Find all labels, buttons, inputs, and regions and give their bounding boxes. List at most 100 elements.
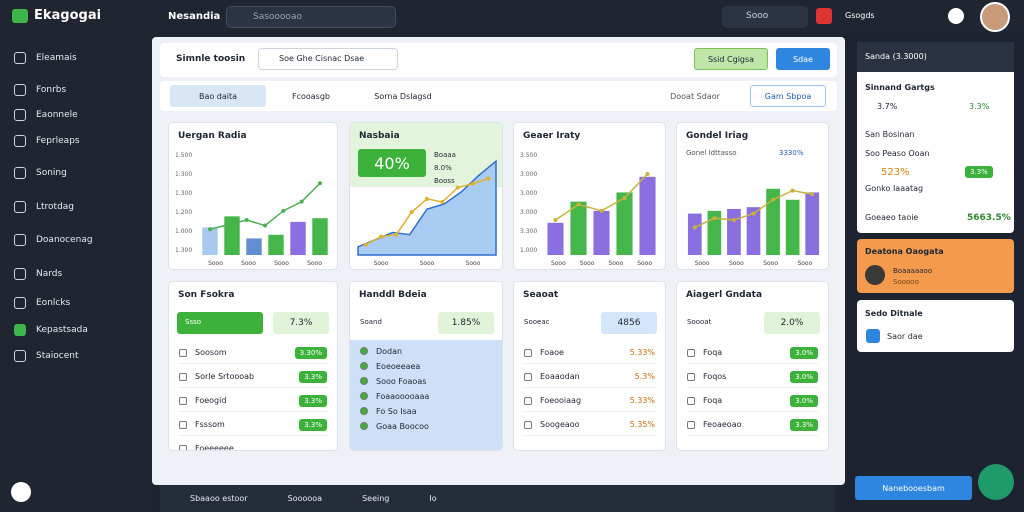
logo: Ekagogai [34, 8, 102, 23]
nav-label: Fonrbs [36, 85, 67, 95]
row-label: Eoaaodan [540, 372, 580, 381]
axis-label: 3.500 [520, 152, 537, 159]
list-card: Aiagerl Gndata Soooat 2.0% Foqa 3.0% Foqos 3.0… [676, 281, 829, 451]
row-value: 3.3% [790, 418, 818, 431]
bottom-item[interactable]: Seeing [362, 494, 390, 503]
nav-label: Ltrotdag [36, 202, 75, 212]
nav-item[interactable]: Ltrotdag [14, 201, 74, 213]
nav-item[interactable]: Eaonnele [14, 109, 78, 121]
list-row[interactable]: Fsssom 3.3% [179, 414, 327, 436]
row-value: 5.3% [634, 372, 655, 381]
list-row[interactable]: Fo So Isaa [360, 404, 492, 418]
blue-button[interactable]: Sdae [776, 48, 830, 70]
row-label: Fsssom [195, 420, 225, 429]
panel-row: San Bosinan [865, 130, 915, 139]
green-button[interactable]: Ssid Cgigsa [694, 48, 768, 70]
list-row[interactable]: Dodan [360, 344, 492, 358]
tab[interactable]: Sorna Dslagsd [374, 91, 432, 101]
list-row[interactable]: Sooo Foaoas [360, 374, 492, 388]
nav-item[interactable]: Soning [14, 167, 67, 179]
trend-point [318, 181, 322, 186]
chat-button[interactable] [978, 464, 1014, 500]
bottom-bar: Sbaaoo estoor Soooooa Seeing Io [160, 485, 835, 512]
row-value: 3.3% [299, 394, 327, 407]
list-row[interactable]: Feoaeoao 3.3% [687, 414, 818, 436]
nav-item[interactable]: Eleamais [14, 52, 77, 64]
list-block [350, 340, 502, 450]
search-box-right[interactable]: Sooo [722, 6, 808, 28]
nav-item[interactable]: Fonrbs [14, 84, 66, 96]
help-button[interactable] [11, 482, 31, 502]
list-row[interactable]: Goaa Boocoo [360, 419, 492, 433]
row-label: Foeeeeee [195, 444, 234, 451]
chart-card: Geaer Iraty 3.500 3.000 3.000 3.000 3.300 1.00… [513, 122, 666, 270]
tab[interactable]: Fcooasgb [291, 91, 330, 101]
chart-card: Uergan Radia 1.500 1.300 1.300 1.200 1.000 1.3… [168, 122, 338, 270]
list-row[interactable]: Foqa 3.0% [687, 390, 818, 412]
tab[interactable]: Bao daita [170, 85, 266, 107]
nav-item[interactable]: Staiocent [14, 350, 78, 362]
row-icon [360, 392, 368, 400]
status-icon[interactable] [948, 8, 964, 24]
x-label: Sooo [274, 260, 289, 267]
nav-item[interactable]: Doanocenag [14, 234, 93, 246]
alert-card[interactable]: Deatona Oaogata Boaaaaaoo Sooooo [857, 239, 1014, 293]
axis-label: 1.300 [175, 171, 192, 178]
topbar: Nesandia Sasooooao Sooo Gsogds [152, 0, 1024, 36]
logo-icon [12, 9, 28, 23]
row-label: Soogeaoo [540, 420, 580, 429]
nav-label: Kepastsada [36, 325, 88, 335]
bottom-item[interactable]: Sbaaoo estoor [190, 494, 248, 503]
trend-point [379, 234, 383, 239]
bar [727, 209, 741, 255]
avatar[interactable] [980, 2, 1010, 32]
trend-point [263, 223, 267, 228]
list-row[interactable]: Soosom 3.30% [179, 342, 327, 364]
x-label: Sooo [241, 260, 256, 267]
nav-item[interactable]: Nards [14, 268, 62, 280]
list-row[interactable]: Eoaaodan 5.3% [524, 366, 655, 388]
nav-icon [14, 234, 26, 246]
bar [616, 192, 633, 255]
list-row[interactable]: Foaaooooaaa [360, 389, 492, 403]
row-label: Foqa [703, 396, 723, 405]
bottom-item[interactable]: Soooooa [287, 494, 323, 503]
note: 8.0% [434, 164, 452, 172]
row-label: Foeooiaag [540, 396, 582, 405]
row-label: Foaaooooaaa [376, 391, 430, 401]
list-row[interactable]: Foeogid 3.3% [179, 390, 327, 412]
chart-title: Uergan Radia [178, 131, 247, 141]
bar [246, 238, 262, 255]
cta-button[interactable]: Nanebooesbam [855, 476, 972, 500]
filter[interactable]: Dooat Sdaor [670, 91, 720, 101]
header: Simnle toosin Soe Ghe Cisnac Dsae Ssid C… [160, 43, 837, 77]
nav-item[interactable]: Feprleaps [14, 135, 80, 147]
row-icon [179, 372, 187, 381]
info-item[interactable]: Saor dae [887, 332, 923, 341]
nav-item[interactable]: Kepastsada [14, 324, 88, 336]
search-box[interactable]: Sasooooao [226, 6, 396, 28]
dropdown[interactable]: Soe Ghe Cisnac Dsae [258, 48, 398, 70]
list-row[interactable]: Sorle Srtoooab 3.3% [179, 366, 327, 388]
trend-point [363, 242, 368, 247]
trend-point [751, 211, 756, 216]
bottom-item[interactable]: Io [429, 494, 437, 503]
list-row[interactable]: Foqos 3.0% [687, 366, 818, 388]
nav-item[interactable]: Eonlcks [14, 297, 70, 309]
toolbar-button[interactable]: Gam Sbpoa [750, 85, 826, 107]
trend-point [299, 199, 304, 204]
notification[interactable] [816, 8, 832, 24]
list-card: Son Fsokra Ssso 7.3% Soosom 3.30% Sorle Srtoo… [168, 281, 338, 451]
nav-icon [14, 135, 26, 147]
list-title: Aiagerl Gndata [686, 290, 763, 300]
list-row[interactable]: Eoeoeeaea [360, 359, 492, 373]
x-label: Sooo [307, 260, 322, 267]
list-row[interactable]: Foaoe 5.33% [524, 342, 655, 364]
user-name: Gsogds [845, 11, 875, 20]
chart-card: Gondel Iriag Sooo Sooo Sooo Sooo Gonel Idttas… [676, 122, 829, 270]
list-row[interactable]: Soogeaoo 5.35% [524, 414, 655, 436]
list-row[interactable]: Foqa 3.0% [687, 342, 818, 364]
list-row[interactable]: Foeooiaag 5.33% [524, 390, 655, 412]
row-icon [687, 372, 695, 381]
list-row[interactable]: Foeeeeee [179, 438, 327, 451]
